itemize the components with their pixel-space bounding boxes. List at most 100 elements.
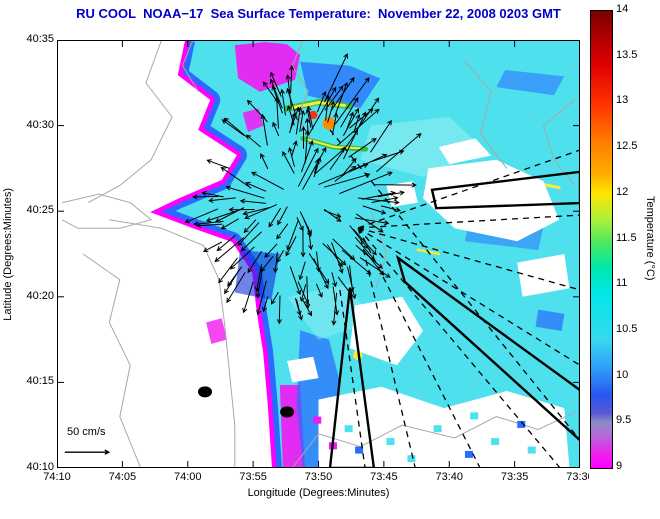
sst-speck	[386, 438, 395, 446]
current-vector	[323, 208, 342, 222]
current-vector	[256, 280, 267, 316]
current-vector	[300, 125, 307, 149]
current-vector	[354, 217, 390, 226]
current-vector	[359, 257, 391, 278]
colorbar	[590, 10, 613, 469]
cloud-mask	[438, 138, 492, 165]
colorbar-label: Temperature (°C)	[644, 196, 656, 281]
current-vector	[262, 296, 269, 313]
colorbar-tick-label: 11	[616, 277, 628, 290]
blue-right-top	[496, 70, 565, 96]
current-vector	[264, 243, 278, 258]
colorbar-tick-label: 11.5	[616, 231, 637, 244]
sst-speck	[464, 450, 473, 458]
current-vector	[289, 64, 295, 94]
current-vector	[340, 96, 359, 128]
cloud-mask	[423, 159, 560, 242]
current-vector	[226, 272, 246, 304]
station-dot	[198, 386, 213, 398]
current-vector	[324, 85, 344, 111]
x-tick-label: 73:45	[370, 471, 398, 483]
magenta-low-patch	[206, 318, 227, 344]
coastline-contour	[464, 61, 508, 169]
current-vector	[297, 147, 319, 187]
coastline-contour	[82, 253, 142, 468]
current-vector	[279, 88, 286, 116]
coastline-contour	[370, 211, 388, 289]
current-vector	[291, 140, 298, 157]
x-tick-label: 73:40	[435, 471, 464, 483]
current-vector	[245, 134, 261, 148]
x-tick-label: 73:50	[304, 471, 333, 483]
current-vector	[348, 137, 377, 158]
coastline-contour	[109, 219, 236, 468]
coastline-contour	[181, 40, 199, 92]
current-vector	[341, 249, 372, 275]
y-tick-label: 40:30	[26, 118, 54, 131]
current-vector	[206, 159, 230, 169]
current-vector	[242, 281, 254, 314]
current-vector	[251, 171, 285, 190]
current-vector	[353, 113, 361, 132]
sst-speck	[313, 416, 322, 424]
current-vector	[308, 86, 337, 134]
coastline-contour	[291, 40, 314, 143]
blue-top-patch	[300, 61, 381, 109]
current-vector	[287, 146, 295, 167]
current-vector	[304, 117, 310, 136]
current-vector	[201, 190, 224, 198]
scale-bar-label: 50 cm/s	[67, 426, 106, 438]
current-vector	[305, 276, 311, 309]
x-axis-ticks: 74:10 74:05 74:00 73:55 73:50 73:45 73:40 73:35…	[0, 471, 589, 487]
sst-speck	[470, 412, 479, 420]
station-dot	[280, 406, 295, 418]
sst-warm-spot	[309, 110, 318, 120]
current-vector	[270, 291, 279, 305]
current-vector	[330, 76, 355, 112]
current-vector	[64, 449, 111, 455]
current-vector	[216, 234, 237, 252]
current-vector	[331, 112, 339, 136]
current-vector	[346, 111, 354, 130]
current-vector	[331, 242, 344, 274]
current-vector	[272, 121, 280, 137]
colorbar-gradient	[591, 11, 612, 468]
x-tick-label: 73:55	[239, 471, 267, 483]
x-tick-label: 73:30	[566, 471, 589, 483]
current-vector	[299, 109, 306, 133]
current-vector	[331, 272, 338, 288]
colorbar-tick-label: 12	[616, 185, 629, 198]
current-vector	[371, 195, 399, 203]
y-tick-label: 40:35	[26, 33, 54, 45]
sst-speck	[355, 446, 364, 454]
current-vector	[331, 292, 338, 326]
current-vector	[380, 205, 401, 213]
colorbar-tick-label: 9	[616, 460, 623, 472]
current-vector	[362, 205, 387, 215]
current-vector	[214, 237, 245, 263]
sst-map-canvas	[57, 40, 580, 468]
current-vector	[289, 266, 302, 296]
y-tick-label: 40:15	[26, 375, 54, 388]
current-vector	[220, 166, 252, 189]
current-vector	[300, 225, 306, 258]
y-axis-label: Latitude (Degrees:Minutes)	[2, 187, 14, 321]
sst-speck	[407, 455, 416, 463]
current-vector	[242, 207, 270, 216]
current-vector	[302, 146, 327, 190]
magenta-top-blob	[234, 42, 301, 92]
current-vector	[208, 197, 236, 203]
transect-line-dashed	[357, 227, 416, 468]
current-vector	[316, 91, 327, 113]
colorbar-tick-label: 14	[616, 3, 629, 15]
current-vector	[239, 198, 267, 204]
current-vector	[260, 153, 269, 170]
colorbar-tick-label: 9.5	[616, 414, 632, 427]
current-vector	[276, 295, 282, 325]
current-vector	[220, 218, 239, 230]
current-vector	[277, 206, 288, 226]
current-vector	[349, 225, 369, 249]
current-vector	[229, 246, 255, 270]
sst-speck	[433, 425, 442, 433]
